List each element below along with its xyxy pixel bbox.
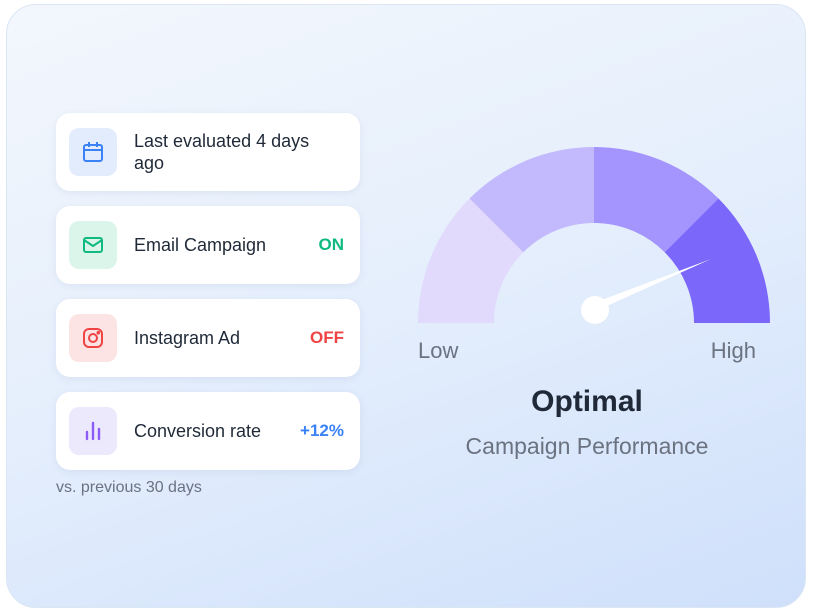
item-status: +12%: [300, 421, 344, 440]
gauge-title: Optimal: [531, 385, 643, 418]
gauge-segment: [594, 147, 719, 253]
status-card: Email Campaign ON: [56, 206, 360, 284]
mail-icon: [69, 221, 117, 269]
gauge-segment: [664, 198, 770, 323]
instagram-icon: [69, 314, 117, 362]
item-status: OFF: [310, 328, 344, 347]
needle: [589, 259, 711, 314]
chart-icon: [69, 407, 117, 455]
item-label: Conversion rate: [134, 421, 262, 441]
item-label: Last evaluated 4 days ago: [134, 131, 310, 173]
high-label: High: [711, 338, 756, 363]
note: vs. previous 30 days: [56, 479, 202, 496]
gauge-segment: [469, 147, 594, 253]
calendar-icon: [69, 128, 117, 176]
status-card: Last evaluated 4 days ago: [56, 113, 360, 191]
gauge-subtitle: Campaign Performance: [466, 433, 709, 459]
status-card: Instagram Ad OFF: [56, 299, 360, 377]
item-status: ON: [318, 235, 345, 254]
item-label: Instagram Ad: [134, 328, 241, 348]
needle-hub: [581, 296, 609, 324]
gauge: Low High Optimal Campaign Performance: [418, 147, 770, 459]
item-label: Email Campaign: [134, 235, 267, 255]
gauge-segment: [418, 198, 524, 323]
low-label: Low: [418, 338, 458, 363]
status-card: Conversion rate +12%: [56, 392, 360, 470]
panel: Last evaluated 4 days ago Email Campaign…: [6, 4, 806, 608]
